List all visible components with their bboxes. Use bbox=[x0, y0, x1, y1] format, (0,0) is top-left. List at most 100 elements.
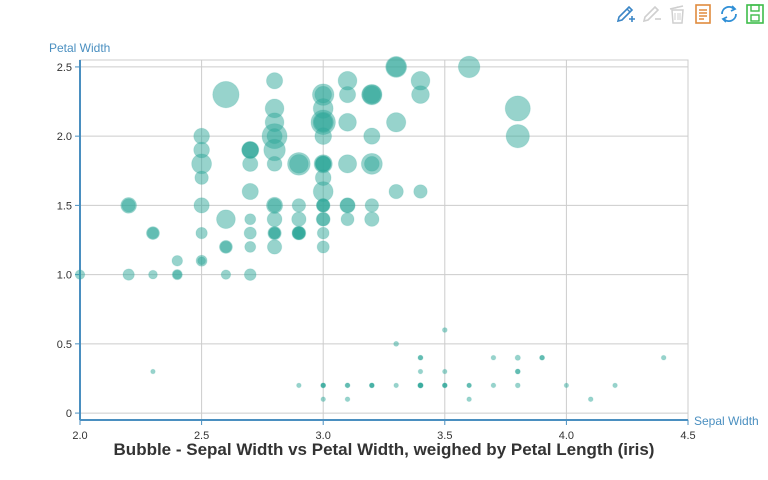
y-tick-label: 1.0 bbox=[57, 270, 72, 282]
data-point bbox=[364, 198, 380, 213]
data-point bbox=[320, 396, 327, 403]
data-point bbox=[243, 268, 257, 281]
data-point bbox=[122, 268, 135, 281]
data-point bbox=[612, 382, 618, 389]
data-point bbox=[388, 183, 404, 200]
x-tick-label: 2.0 bbox=[72, 430, 87, 440]
save-image-icon[interactable] bbox=[744, 3, 766, 25]
data-point bbox=[320, 382, 326, 389]
data-point bbox=[504, 95, 531, 122]
data-point bbox=[171, 269, 183, 281]
data-point bbox=[241, 141, 259, 159]
data-point bbox=[338, 85, 357, 104]
data-point bbox=[360, 152, 383, 175]
data-point bbox=[338, 112, 357, 132]
data-point bbox=[344, 382, 351, 389]
data-point bbox=[563, 382, 570, 389]
data-point bbox=[220, 269, 232, 280]
data-point bbox=[411, 85, 430, 104]
data-point bbox=[266, 239, 283, 255]
data-point bbox=[385, 56, 407, 78]
data-point bbox=[216, 209, 236, 230]
data-point bbox=[120, 197, 138, 214]
data-point bbox=[314, 85, 333, 104]
data-point bbox=[314, 127, 333, 146]
data-point bbox=[197, 256, 207, 266]
data-point bbox=[195, 226, 208, 240]
edit-remove-icon[interactable] bbox=[640, 3, 662, 25]
data-point bbox=[339, 197, 356, 214]
data-point bbox=[268, 226, 281, 240]
plot-area bbox=[79, 59, 689, 421]
delete-icon[interactable] bbox=[666, 3, 688, 25]
x-tick-label: 3.5 bbox=[437, 430, 452, 440]
data-point bbox=[417, 382, 424, 389]
data-point bbox=[369, 382, 375, 389]
data-point bbox=[287, 151, 311, 176]
data-point bbox=[514, 354, 521, 361]
data-point bbox=[361, 83, 383, 106]
data-point bbox=[265, 72, 284, 90]
data-point bbox=[291, 211, 307, 227]
y-tick-label: 0 bbox=[66, 408, 72, 420]
x-axis-title: Sepal Width bbox=[694, 414, 759, 428]
data-point bbox=[315, 211, 331, 227]
data-point bbox=[344, 396, 351, 403]
data-point bbox=[244, 213, 257, 226]
data-point bbox=[393, 382, 399, 389]
data-point bbox=[212, 80, 240, 109]
data-point bbox=[244, 240, 257, 253]
data-point bbox=[337, 154, 358, 174]
edit-add-icon[interactable] bbox=[614, 3, 636, 25]
x-tick-label: 2.5 bbox=[194, 430, 209, 440]
data-point bbox=[457, 55, 481, 79]
data-point bbox=[413, 184, 428, 199]
data-point bbox=[660, 354, 667, 361]
data-point bbox=[296, 382, 302, 389]
y-tick-label: 1.5 bbox=[57, 200, 72, 212]
data-point bbox=[442, 382, 448, 389]
data-point bbox=[466, 382, 472, 389]
chart-toolbox bbox=[614, 3, 768, 25]
data-point bbox=[442, 368, 448, 375]
data-point bbox=[514, 382, 521, 389]
x-tick-label: 4.5 bbox=[680, 430, 695, 440]
data-point bbox=[264, 98, 285, 119]
data-point bbox=[441, 327, 448, 333]
data-point bbox=[150, 368, 156, 375]
data-point bbox=[171, 254, 184, 267]
y-tick-label: 0.5 bbox=[57, 339, 72, 351]
data-point bbox=[193, 197, 210, 214]
data-view-icon[interactable] bbox=[692, 3, 714, 25]
data-point bbox=[417, 368, 424, 375]
data-point bbox=[314, 155, 332, 173]
data-point bbox=[587, 396, 594, 403]
bubble-chart: 2.0 2.5 3.0 3.5 4.0 4.5 0 0.5 1.0 1.5 2.0 2.5 Petal … bbox=[49, 41, 759, 440]
data-point bbox=[514, 368, 521, 375]
data-point bbox=[316, 226, 330, 240]
x-tick-label: 3.0 bbox=[316, 430, 331, 440]
data-point bbox=[148, 269, 158, 280]
data-point bbox=[490, 354, 497, 361]
data-point bbox=[265, 196, 284, 215]
data-point bbox=[505, 123, 530, 149]
refresh-icon[interactable] bbox=[718, 3, 740, 25]
data-point bbox=[393, 340, 400, 347]
data-point bbox=[219, 240, 233, 254]
data-point bbox=[291, 198, 307, 213]
data-point bbox=[364, 211, 380, 227]
data-point bbox=[385, 112, 407, 133]
data-point bbox=[466, 396, 472, 403]
data-point bbox=[490, 382, 497, 389]
y-axis-title: Petal Width bbox=[49, 41, 110, 55]
data-point bbox=[74, 269, 86, 280]
data-point bbox=[316, 240, 330, 254]
data-point bbox=[243, 226, 257, 240]
data-point bbox=[292, 226, 306, 240]
data-point bbox=[312, 181, 334, 202]
data-point bbox=[193, 141, 210, 159]
data-point bbox=[363, 127, 381, 145]
data-point bbox=[340, 212, 355, 227]
chart-title: Bubble - Sepal Width vs Petal Width, wei… bbox=[113, 440, 655, 459]
y-tick-label: 2.5 bbox=[57, 62, 72, 74]
